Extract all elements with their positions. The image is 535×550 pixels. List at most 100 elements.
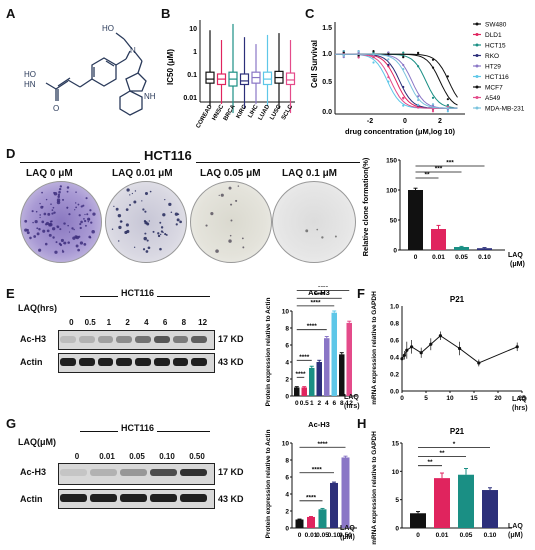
e-time-row: 0 0.5 1 2 4 6 8 12	[62, 318, 212, 330]
b-category-label: COREAD	[196, 103, 215, 129]
bar	[431, 229, 446, 250]
x-tick-label: 4	[325, 400, 329, 407]
x-tick-label: 10	[446, 395, 454, 402]
e-chart-title: Ac-H3	[308, 288, 330, 297]
colony-dot	[316, 228, 319, 231]
colony-dot	[142, 208, 145, 211]
d-dish-label: LAQ 0 μM	[26, 168, 73, 179]
colony-dot	[74, 202, 77, 204]
colony-dot	[334, 235, 337, 238]
f-title: P21	[450, 295, 465, 304]
actin-band	[153, 358, 170, 366]
x-tick-label: 0.05	[460, 532, 473, 539]
c-point	[431, 110, 435, 113]
c-ytick: 0.0	[322, 109, 332, 116]
x-tick-label: 20	[494, 395, 502, 402]
ach3-band	[191, 336, 207, 343]
ach3-dose-chart: Protein expression relative to Actin Ac-…	[265, 420, 357, 539]
ach3-band	[97, 336, 114, 343]
p21-line	[401, 335, 518, 364]
c-point	[387, 76, 390, 79]
sig-label: **	[427, 459, 433, 466]
colony-dot	[73, 228, 75, 231]
bar	[331, 312, 337, 396]
colony-dot	[143, 236, 147, 241]
colony-dot	[39, 202, 41, 205]
colony-dot	[143, 220, 147, 223]
panel-label-g: G	[6, 416, 17, 431]
x-tick-label: 5	[424, 395, 428, 402]
colony-dot	[146, 239, 149, 242]
colony-dot	[145, 250, 149, 253]
colony-dot	[147, 246, 151, 250]
actin-band	[60, 494, 87, 502]
bar	[318, 509, 327, 528]
p21-time-chart: mRNA expression relative to GAPDH P21 1.…	[371, 291, 526, 405]
colony-dot	[133, 200, 137, 204]
panel-label-f: F	[357, 286, 365, 301]
c-legend-marker	[475, 64, 479, 68]
colony-dot	[67, 224, 69, 227]
colony-dot	[159, 221, 162, 224]
colony-dot	[51, 209, 54, 211]
c-xtick: 2	[438, 118, 442, 125]
bar	[330, 482, 338, 528]
e-time-label: LAQ(hrs)	[18, 303, 57, 313]
lane-label: 0.10	[159, 452, 175, 461]
colony-dot	[228, 239, 232, 243]
d-dish-label: LAQ 0.01 μM	[112, 168, 173, 179]
c-xtick: -2	[367, 118, 373, 125]
h-title: P21	[450, 427, 465, 436]
sig-label: ****	[299, 354, 310, 361]
colony-dot	[115, 207, 119, 211]
data-point	[402, 353, 406, 357]
x-tick-label: 0.5	[300, 400, 309, 407]
bar	[454, 247, 469, 250]
struct-ho: HO	[102, 24, 114, 33]
c-point	[402, 51, 405, 54]
colony-dot	[75, 206, 78, 209]
colony-dot	[47, 212, 51, 216]
colony-dot	[79, 241, 84, 245]
actin-band	[191, 358, 207, 366]
c-point	[387, 58, 390, 61]
x-tick-label: 25	[518, 395, 526, 402]
c-point	[431, 66, 435, 69]
y-tick-label: 8	[285, 326, 289, 333]
colony-dot	[72, 236, 76, 240]
colony-dot	[66, 186, 70, 189]
c-legend-label: HT29	[485, 64, 501, 71]
c-point	[372, 61, 375, 64]
colony-dot	[85, 224, 87, 227]
actin-band	[120, 494, 147, 502]
dose-response-chart: Cell Survival 1.5 1.0 0.5 0.0 -2 0 2 dru…	[310, 22, 525, 137]
colony-dot	[36, 227, 39, 230]
g-title: HCT116	[118, 423, 158, 433]
colony-dot	[67, 241, 70, 244]
colony-dot	[57, 195, 60, 198]
bar	[346, 322, 352, 396]
y-tick-label: 5	[395, 497, 399, 504]
c-point	[431, 58, 435, 61]
colony-dot	[179, 220, 182, 224]
c-point	[417, 98, 420, 102]
colony-dot	[66, 206, 69, 209]
colony-dish-2	[190, 181, 272, 263]
colony-dot	[152, 230, 155, 233]
y-tick-label: 0	[393, 248, 397, 255]
colony-dot	[144, 210, 147, 213]
colony-dot	[170, 211, 173, 213]
actin-band	[172, 358, 189, 366]
colony-dot	[129, 194, 131, 196]
actin-band	[150, 494, 177, 502]
colony-dot	[78, 214, 81, 217]
c-point	[372, 53, 375, 56]
colony-dot	[48, 233, 52, 237]
x-tick-label: 0.10	[478, 254, 491, 261]
colony-dot	[29, 236, 32, 240]
x-tick-label: 0.01	[305, 532, 318, 539]
f-ylabel: mRNA expression relative to GAPDH	[371, 291, 378, 405]
colony-dot	[77, 203, 80, 206]
colony-dot	[57, 193, 61, 197]
colony-dot	[124, 230, 128, 234]
